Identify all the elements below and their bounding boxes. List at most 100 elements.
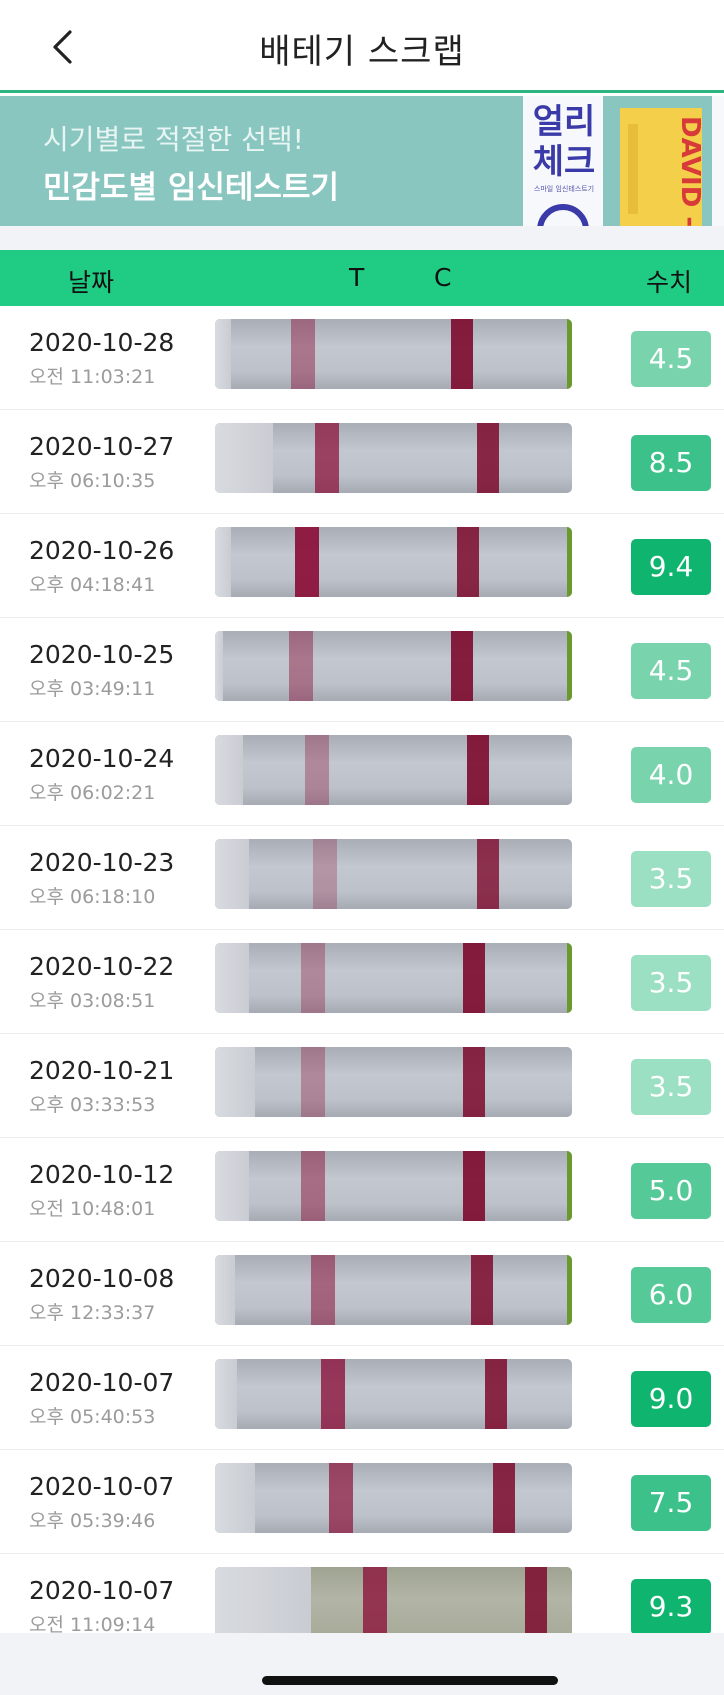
value-badge: 7.5 bbox=[631, 1475, 711, 1531]
control-line bbox=[471, 1255, 493, 1325]
list-item[interactable]: 2020-10-28 오전 11:03:21 4.5 bbox=[0, 306, 724, 410]
chevron-left-icon bbox=[53, 30, 72, 64]
list-item[interactable]: 2020-10-23 오후 06:18:10 3.5 bbox=[0, 826, 724, 930]
test-line bbox=[295, 527, 319, 597]
package-title: 얼리 체크 bbox=[532, 102, 596, 182]
test-line bbox=[301, 1151, 325, 1221]
strip-edge bbox=[215, 1047, 255, 1117]
strip-tip bbox=[567, 527, 572, 597]
strip-edge bbox=[215, 319, 231, 389]
test-strip-image bbox=[215, 1151, 572, 1221]
strip-tip bbox=[567, 319, 572, 389]
strip-tip bbox=[567, 1151, 572, 1221]
value-badge: 4.0 bbox=[631, 747, 711, 803]
test-line bbox=[313, 839, 337, 909]
promo-banner[interactable]: 시기별로 적절한 선택! 민감도별 임신테스트기 얼리 체크 스마일 임신테스트… bbox=[0, 96, 724, 226]
test-line bbox=[301, 943, 325, 1013]
test-strip-image bbox=[215, 1567, 572, 1633]
strip-edge bbox=[215, 1567, 311, 1633]
strip-tip bbox=[567, 1255, 572, 1325]
test-strip-image bbox=[215, 527, 572, 597]
row-date: 2020-10-08 bbox=[29, 1264, 175, 1293]
row-time: 오후 06:02:21 bbox=[29, 782, 156, 804]
row-date: 2020-10-28 bbox=[29, 328, 175, 357]
strip-edge bbox=[215, 423, 273, 493]
strip-edge bbox=[215, 1463, 255, 1533]
value-badge: 9.3 bbox=[631, 1579, 711, 1633]
control-line bbox=[451, 319, 473, 389]
column-t: T bbox=[349, 263, 365, 292]
value-badge: 5.0 bbox=[631, 1163, 711, 1219]
product-package-image: 얼리 체크 스마일 임신테스트기 bbox=[523, 96, 603, 226]
scrap-list[interactable]: 2020-10-28 오전 11:03:21 4.5 2020-10-27 오후 06:… bbox=[0, 306, 724, 1633]
list-item[interactable]: 2020-10-24 오후 06:02:21 4.0 bbox=[0, 722, 724, 826]
control-line bbox=[485, 1359, 507, 1429]
strip-edge bbox=[215, 943, 249, 1013]
page-title: 배테기 스크랩 bbox=[259, 32, 465, 72]
row-date: 2020-10-27 bbox=[29, 432, 175, 461]
control-line bbox=[463, 1151, 485, 1221]
row-time: 오후 03:33:53 bbox=[29, 1094, 156, 1116]
value-badge: 9.4 bbox=[631, 539, 711, 595]
list-item[interactable]: 2020-10-08 오후 12:33:37 6.0 bbox=[0, 1242, 724, 1346]
column-value: 수치 bbox=[646, 268, 693, 297]
list-item[interactable]: 2020-10-21 오후 03:33:53 3.5 bbox=[0, 1034, 724, 1138]
strip-tip bbox=[567, 631, 572, 701]
row-time: 오후 05:40:53 bbox=[29, 1406, 156, 1428]
column-header: 날짜 T C 수치 bbox=[0, 250, 724, 306]
row-time: 오후 04:18:41 bbox=[29, 574, 156, 596]
test-strip-image bbox=[215, 735, 572, 805]
row-date: 2020-10-22 bbox=[29, 952, 175, 981]
test-strip-image bbox=[215, 423, 572, 493]
list-item[interactable]: 2020-10-07 오전 11:09:14 9.3 bbox=[0, 1554, 724, 1633]
back-button[interactable] bbox=[40, 22, 90, 72]
list-item[interactable]: 2020-10-22 오후 03:08:51 3.5 bbox=[0, 930, 724, 1034]
test-line bbox=[321, 1359, 345, 1429]
control-line bbox=[525, 1567, 547, 1633]
value-badge: 6.0 bbox=[631, 1267, 711, 1323]
test-strip-image bbox=[215, 1463, 572, 1533]
home-indicator[interactable] bbox=[262, 1676, 558, 1685]
bottom-safe-area bbox=[0, 1633, 724, 1695]
test-line bbox=[305, 735, 329, 805]
row-date: 2020-10-23 bbox=[29, 848, 175, 877]
row-time: 오후 03:08:51 bbox=[29, 990, 156, 1012]
control-line bbox=[477, 839, 499, 909]
list-item[interactable]: 2020-10-07 오후 05:40:53 9.0 bbox=[0, 1346, 724, 1450]
row-time: 오후 12:33:37 bbox=[29, 1302, 156, 1324]
list-item[interactable]: 2020-10-27 오후 06:10:35 8.5 bbox=[0, 410, 724, 514]
value-badge: 3.5 bbox=[631, 851, 711, 907]
row-time: 오전 11:03:21 bbox=[29, 366, 156, 388]
banner-line1: 시기별로 적절한 선택! bbox=[43, 123, 304, 156]
list-item[interactable]: 2020-10-25 오후 03:49:11 4.5 bbox=[0, 618, 724, 722]
row-date: 2020-10-12 bbox=[29, 1160, 175, 1189]
row-date: 2020-10-24 bbox=[29, 744, 175, 773]
value-badge: 9.0 bbox=[631, 1371, 711, 1427]
package-subtitle: 스마일 임신테스트기 bbox=[533, 185, 595, 193]
strip-edge bbox=[215, 839, 249, 909]
list-item[interactable]: 2020-10-12 오전 10:48:01 5.0 bbox=[0, 1138, 724, 1242]
value-badge: 8.5 bbox=[631, 435, 711, 491]
test-strip-image bbox=[215, 839, 572, 909]
control-line bbox=[477, 423, 499, 493]
test-strip-image bbox=[215, 1359, 572, 1429]
list-item[interactable]: 2020-10-26 오후 04:18:41 9.4 bbox=[0, 514, 724, 618]
row-time: 오후 06:10:35 bbox=[29, 470, 156, 492]
product-package-image: DAVID -SUPER bbox=[620, 108, 705, 226]
test-line bbox=[289, 631, 313, 701]
row-time: 오전 10:48:01 bbox=[29, 1198, 156, 1220]
row-date: 2020-10-07 bbox=[29, 1576, 175, 1605]
value-badge: 4.5 bbox=[631, 331, 711, 387]
control-line bbox=[467, 735, 489, 805]
value-badge: 3.5 bbox=[631, 955, 711, 1011]
control-line bbox=[457, 527, 479, 597]
strip-edge bbox=[215, 735, 243, 805]
list-item[interactable]: 2020-10-07 오후 05:39:46 7.5 bbox=[0, 1450, 724, 1554]
test-line bbox=[301, 1047, 325, 1117]
strip-edge bbox=[215, 1359, 237, 1429]
product-package-image bbox=[712, 96, 724, 226]
control-line bbox=[493, 1463, 515, 1533]
row-time: 오후 06:18:10 bbox=[29, 886, 156, 908]
row-date: 2020-10-21 bbox=[29, 1056, 175, 1085]
strip-edge bbox=[215, 631, 223, 701]
